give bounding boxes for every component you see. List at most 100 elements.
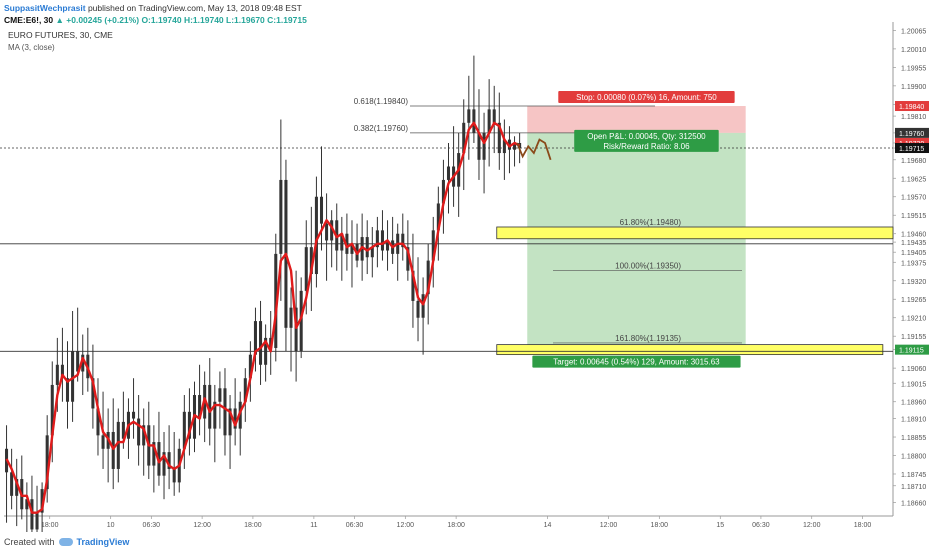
price-label-bg-3 (895, 143, 929, 154)
candle-body (218, 388, 222, 402)
candle-body (142, 425, 146, 446)
candle-body (487, 109, 491, 133)
footer: Created with TradingView (4, 534, 129, 550)
horizontal-lines (0, 147, 893, 352)
chart-header: SuppasitWechprasit published on TradingV… (4, 2, 307, 26)
candle-body (25, 499, 29, 510)
candle-body (330, 220, 334, 241)
y-tick-label: 1.18710 (901, 484, 926, 491)
position-zones (496, 106, 894, 356)
x-tick-label: 18:00 (651, 522, 669, 529)
candle-body (182, 411, 186, 449)
author-link[interactable]: SuppasitWechprasit (4, 3, 86, 13)
fib-label-1: 0.382(1.19760) (354, 124, 409, 133)
price-label-1: 1.19760 (899, 131, 924, 138)
candle-body (50, 384, 54, 436)
candle-body (30, 499, 34, 530)
candle-body (472, 109, 476, 133)
candle-body (325, 223, 329, 241)
candle-body (406, 247, 410, 271)
price-label-bg-1 (895, 127, 929, 138)
x-tick-label: 18:00 (41, 522, 59, 529)
y-tick-label: 1.18800 (901, 454, 926, 461)
y-tick-label: 1.19265 (901, 297, 926, 304)
candle-body (243, 378, 247, 402)
candle-body (15, 479, 19, 496)
candle-body (441, 179, 445, 204)
stop-label: Stop: 0.00080 (0.07%) 16, Amount: 750 (576, 93, 717, 102)
price-axis[interactable]: 1.200651.200101.199551.199001.198451.198… (893, 28, 929, 508)
position-labels: Stop: 0.00080 (0.07%) 16, Amount: 750 Ope… (532, 91, 741, 368)
candle-body (172, 468, 176, 483)
candle-body (477, 132, 481, 160)
candle-body (411, 270, 415, 301)
candle-body (71, 351, 75, 402)
change-value: ▲ +0.00245 (+0.21%) (55, 15, 140, 25)
x-tick-label: 12:00 (803, 522, 821, 529)
y-tick-label: 1.19155 (901, 334, 926, 341)
candle-body (228, 408, 232, 436)
ohlc-values: O:1.19740 H:1.19740 L:1.19670 C:1.19715 (141, 15, 307, 25)
x-tick-label: 11 (310, 522, 317, 529)
y-tick-label: 1.19625 (901, 176, 926, 183)
candle-body (365, 237, 369, 258)
candle-body (187, 411, 191, 439)
stop-loss-zone (527, 106, 746, 133)
y-tick-label: 1.19515 (901, 213, 926, 220)
candles (5, 55, 522, 532)
x-tick-label: 06:30 (143, 522, 161, 529)
candle-body (152, 442, 156, 466)
candle-body (208, 384, 212, 429)
candle-body (96, 408, 100, 436)
candle-body (426, 260, 430, 295)
y-tick-label: 1.19320 (901, 279, 926, 286)
fib-label-0: 0.618(1.19840) (354, 97, 409, 106)
candle-body (91, 378, 95, 409)
x-tick-label: 14 (544, 522, 552, 529)
y-tick-label: 1.19210 (901, 316, 926, 323)
candle-body (10, 472, 14, 496)
published-text: published on TradingView.com, May 13, 20… (87, 3, 302, 13)
symbol-line: CME:E6!, 30 ▲ +0.00245 (+0.21%) O:1.1974… (4, 14, 307, 26)
candle-body (502, 139, 506, 154)
target-label-bg (532, 355, 741, 368)
x-tick-label: 06:30 (346, 522, 364, 529)
x-tick-label: 12:00 (193, 522, 211, 529)
candle-body (416, 300, 420, 318)
tradingview-brand[interactable]: TradingView (76, 537, 130, 547)
candle-body (375, 230, 379, 248)
candle-body (223, 388, 227, 436)
tradingview-cloud-icon (58, 538, 73, 546)
fib-label-4: 161.80%(1.19135) (615, 334, 681, 343)
price-chart[interactable]: 0.618(1.19840) 0.382(1.19760) 61.80%(1.194… (0, 22, 932, 532)
candle-body (264, 337, 268, 365)
fib-label-2: 61.80%(1.19480) (620, 218, 682, 227)
candle-body (167, 452, 171, 469)
candle-body (497, 122, 501, 154)
candle-body (162, 452, 166, 476)
y-tick-label: 1.18660 (901, 501, 926, 508)
candle-body (319, 196, 324, 224)
x-tick-label: 15 (716, 522, 724, 529)
fibonacci-levels: 0.618(1.19840) 0.382(1.19760) 61.80%(1.194… (354, 97, 742, 344)
candle-body (65, 378, 70, 402)
highlight-box-0 (496, 226, 894, 240)
candle-body (386, 240, 390, 251)
y-tick-label: 1.20065 (901, 28, 926, 35)
rr-label: Risk/Reward Ratio: 8.06 (603, 142, 690, 151)
candle-body (76, 351, 80, 372)
y-tick-label: 1.19680 (901, 158, 926, 165)
y-tick-label: 1.19375 (901, 260, 926, 267)
candle-body (259, 321, 263, 365)
candle-body (314, 196, 318, 275)
candle-body (380, 230, 384, 251)
ma-projection (516, 138, 552, 161)
candle-body (299, 290, 303, 352)
y-tick-label: 1.19060 (901, 366, 926, 373)
y-tick-label: 1.19460 (901, 232, 926, 239)
pl-label-bg (574, 129, 719, 152)
time-axis[interactable]: 18:00 10 06:30 12:00 18:00 11 06:30 12:00 18:00 1… (41, 516, 871, 529)
candle-body (513, 142, 517, 150)
candle-body (248, 354, 252, 379)
take-profit-zone (527, 132, 746, 350)
